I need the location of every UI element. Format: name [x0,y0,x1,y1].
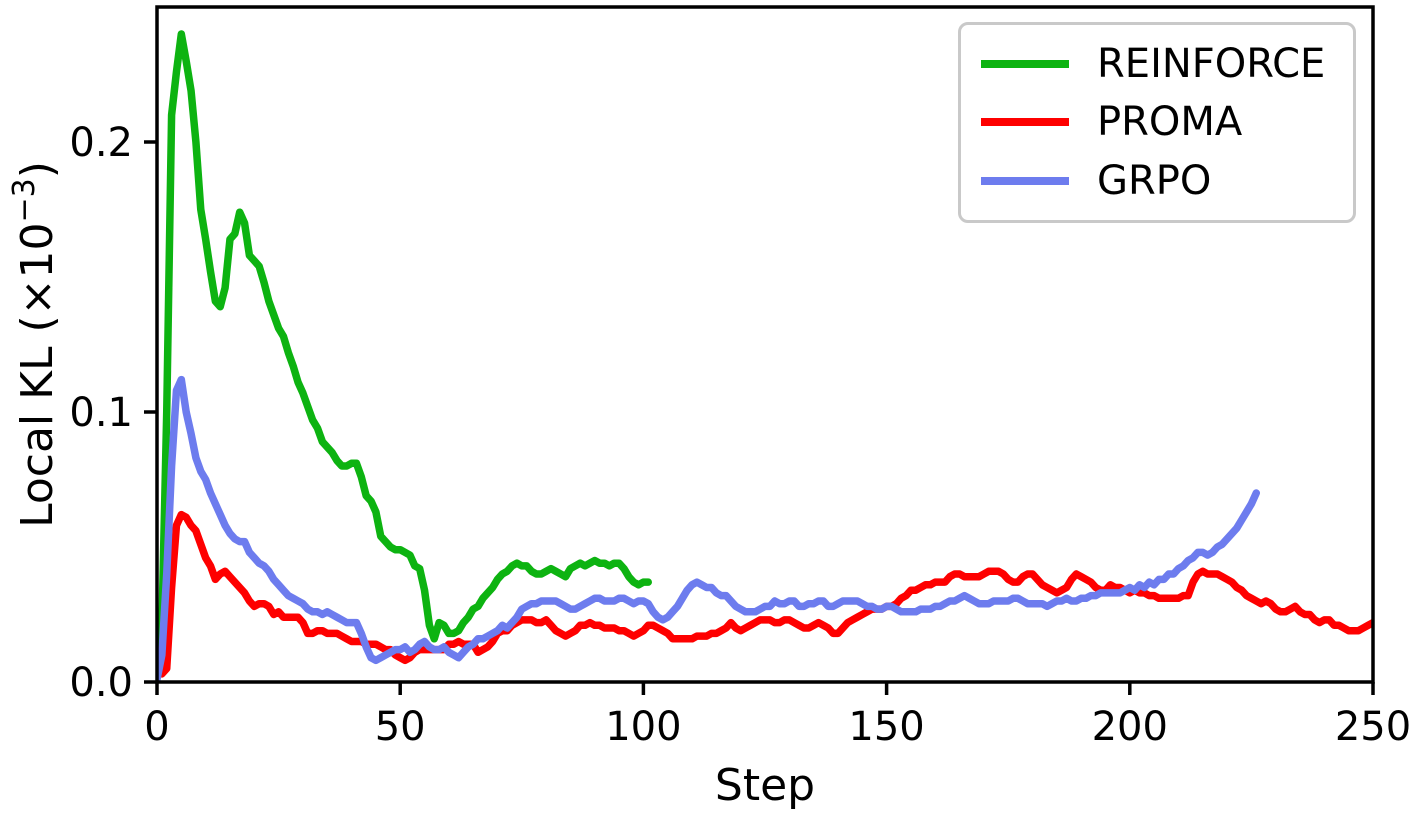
x-tick-label: 250 [1335,704,1411,750]
legend-line-sample [981,176,1069,185]
y-tick-label: 0.1 [69,390,133,436]
legend-line-sample [981,118,1069,127]
legend-item-proma: PROMA [981,102,1343,142]
x-tick-label: 200 [1092,704,1168,750]
x-tick-label: 0 [144,704,169,750]
legend-label: PROMA [1097,99,1243,146]
x-axis-label: Step [715,760,815,811]
legend-item-grpo: GRPO [981,161,1343,201]
series-line-grpo [157,375,1261,684]
series-line-proma [157,510,1373,678]
x-tick-label: 50 [375,704,426,750]
y-tick-label: 0.0 [69,660,133,706]
axes-frame [155,5,1375,684]
x-tick-label: 150 [848,704,924,750]
series-line-reinforce [157,30,653,675]
legend: REINFORCE PROMA GRPO [958,22,1356,223]
legend-line-sample [981,60,1069,69]
y-axis-label: Local KL (×10−3) [7,161,63,528]
y-tick-label: 0.2 [69,120,133,166]
legend-item-reinforce: REINFORCE [981,44,1343,84]
x-tick-label: 100 [605,704,681,750]
legend-label: GRPO [1097,157,1212,204]
legend-label: REINFORCE [1097,41,1326,88]
